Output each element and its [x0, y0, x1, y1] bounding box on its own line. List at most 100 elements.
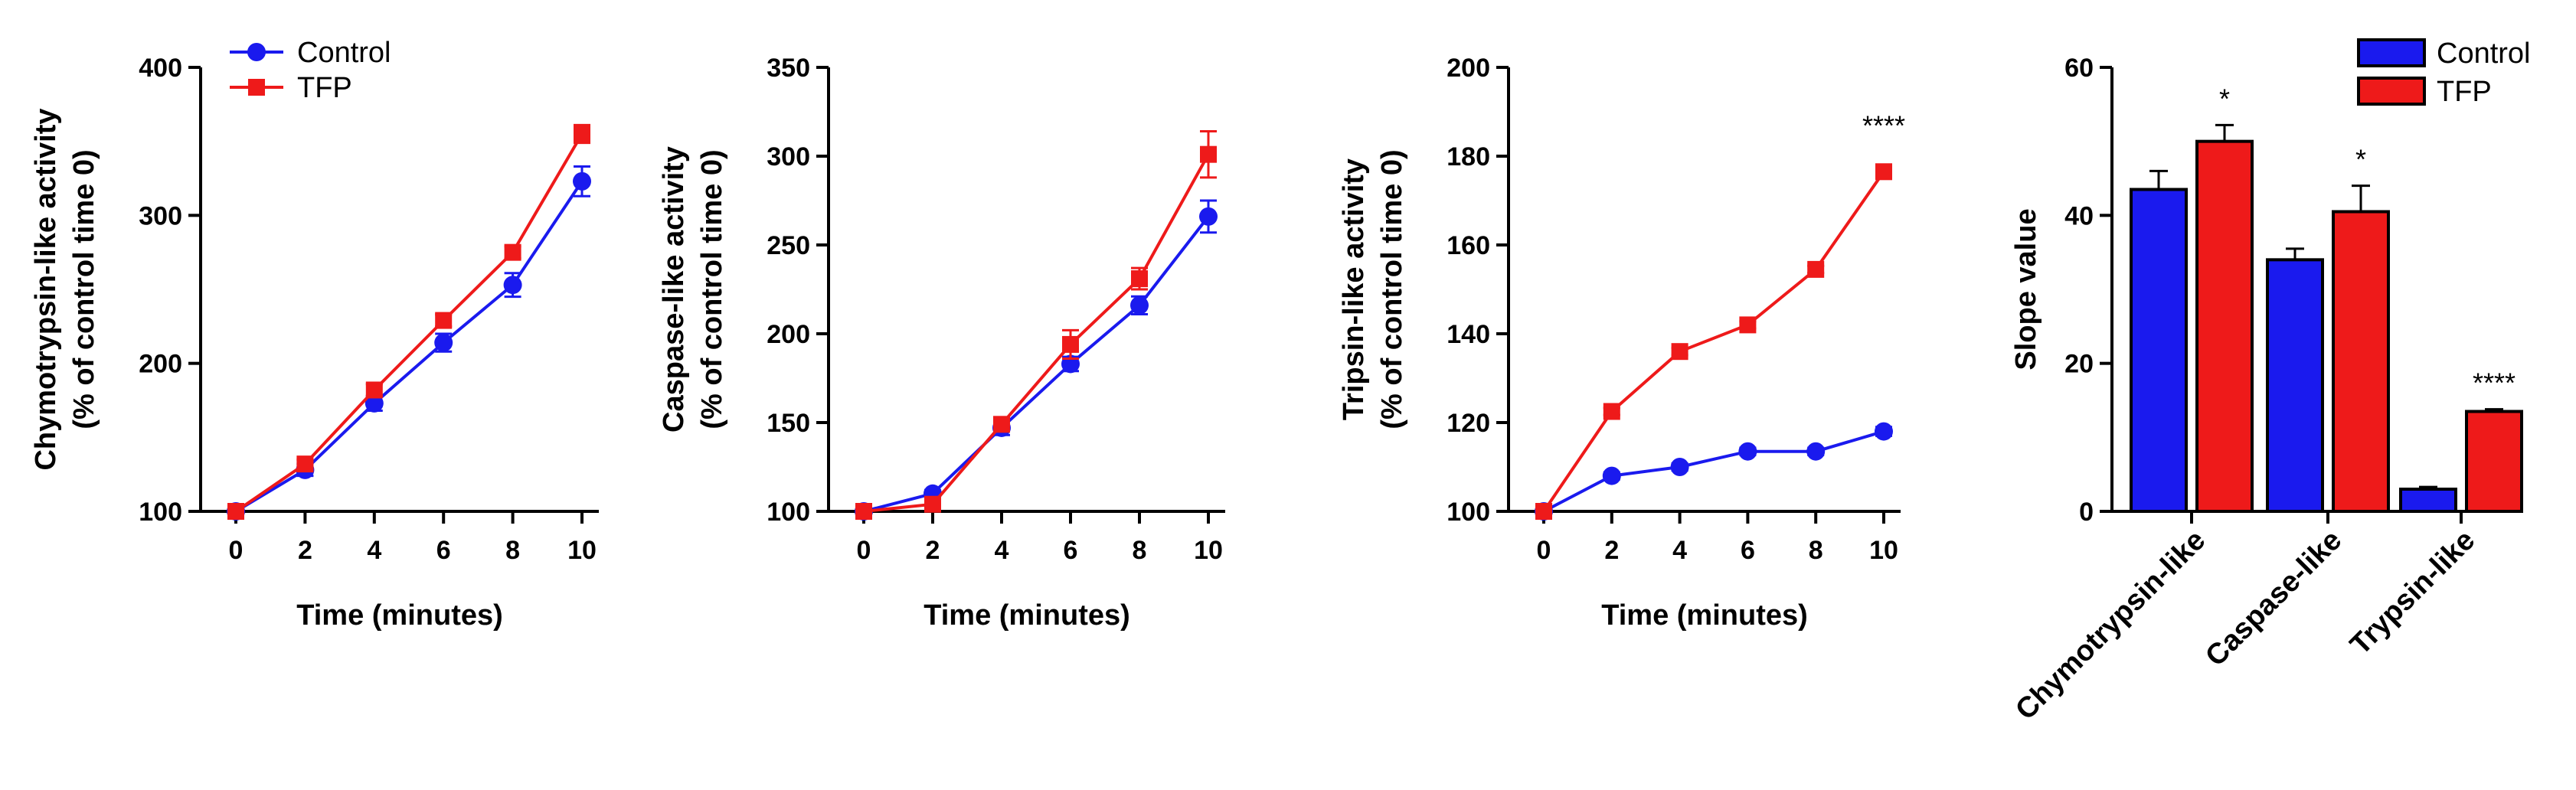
- chymotrypsin-y-tick-label: 200: [139, 350, 182, 379]
- caspase-x-tick-label: 4: [995, 536, 1009, 565]
- tripsin-control-point: [1602, 466, 1621, 485]
- chymotrypsin-control-point: [503, 276, 522, 295]
- slope-significance-label: *: [2355, 144, 2366, 175]
- chymotrypsin-control-point: [573, 171, 591, 191]
- tripsin-x-tick-label: 6: [1741, 536, 1755, 565]
- chymotrypsin-line-chart: 100 200 300 400 0 2 4 6 8 10 Time (minutes) Chymotr…: [30, 37, 599, 632]
- caspase-x-axis-title: Time (minutes): [924, 599, 1130, 632]
- chymotrypsin-tfp-series-line: [234, 132, 584, 513]
- caspase-x-tick-label: 2: [926, 536, 940, 565]
- tripsin-significance-label: ****: [1862, 110, 1905, 142]
- caspase-y-tick-label: 200: [767, 320, 810, 349]
- caspase-tfp-point: [1131, 270, 1148, 288]
- slope-tfp-bar: [2465, 410, 2523, 513]
- chymotrypsin-control-point: [364, 393, 384, 413]
- slope-legend-control-swatch: [2357, 38, 2426, 67]
- chymotrypsin-y-tick-label: 100: [139, 498, 182, 527]
- tripsin-y-tick-label: 180: [1447, 142, 1490, 171]
- caspase-tfp-point: [1062, 335, 1079, 353]
- tripsin-y-tick-label: 140: [1447, 320, 1490, 349]
- tripsin-control-point: [1875, 422, 1893, 441]
- slope-category-label: Chymotrypsin-like: [2009, 524, 2212, 726]
- chymotrypsin-tfp-point: [504, 243, 521, 261]
- chymotrypsin-legend-control-marker: [247, 43, 266, 61]
- caspase-x-tick-label: 10: [1194, 536, 1223, 565]
- caspase-x-tick-label: 0: [857, 536, 871, 565]
- chymotrypsin-legend-control-label: Control: [297, 37, 391, 69]
- caspase-tfp-point: [855, 503, 872, 520]
- chymotrypsin-control-point: [434, 333, 453, 352]
- chymotrypsin-tfp-point: [435, 312, 453, 329]
- chymotrypsin-x-axis-title: Time (minutes): [296, 599, 503, 632]
- caspase-control-point: [1130, 295, 1149, 315]
- chymotrypsin-y-tick-label: 400: [139, 54, 182, 83]
- chymotrypsin-x-tick-label: 4: [367, 536, 381, 565]
- chymotrypsin-y-axis-title: Chymotrypsin-like activity: [30, 108, 62, 470]
- caspase-x-tick-label: 8: [1133, 536, 1147, 565]
- chymotrypsin-x-tick-label: 10: [567, 536, 597, 565]
- tripsin-y-tick-label: 100: [1447, 498, 1490, 527]
- slope-legend-control-label: Control: [2437, 38, 2531, 70]
- slope-y-tick-label: 60: [2064, 54, 2094, 83]
- caspase-tfp-point: [993, 416, 1010, 433]
- caspase-x-tick-label: 6: [1064, 536, 1078, 565]
- caspase-y-tick-label: 300: [767, 142, 810, 171]
- caspase-line-chart: 100 150 200 250 300 350 0 2 4 6 8 10 Time (minutes) C…: [658, 54, 1225, 632]
- tripsin-y-tick-label: 160: [1447, 231, 1490, 260]
- tripsin-x-tick-label: 0: [1537, 536, 1551, 565]
- tripsin-control-point: [1738, 442, 1757, 461]
- slope-tfp-bar: [2332, 210, 2390, 513]
- tripsin-y-tick-label: 200: [1447, 54, 1490, 83]
- caspase-y-axis-title: Caspase-like activity: [658, 146, 690, 433]
- tripsin-x-axis-title: Time (minutes): [1601, 599, 1808, 632]
- caspase-tfp-point: [1200, 145, 1217, 163]
- slope-significance-label: ****: [2473, 367, 2516, 399]
- chymotrypsin-legend-tfp-marker: [248, 79, 265, 96]
- caspase-control-point: [1199, 207, 1218, 226]
- chymotrypsin-control-series-line: [234, 180, 584, 513]
- tripsin-line-chart: 100 120 140 160 180 200 0 2 4 6 8 10 Time (minutes) T…: [1338, 54, 1905, 632]
- caspase-control-series-line: [863, 215, 1210, 513]
- tripsin-tfp-point: [1739, 316, 1757, 334]
- tripsin-tfp-point: [1807, 260, 1825, 278]
- slope-bar-chart: 0 20 40 60 Slope value Chymotrypsin-like * Casp…: [2009, 38, 2530, 726]
- slope-y-tick-label: 0: [2079, 498, 2094, 527]
- tripsin-tfp-point: [1603, 403, 1620, 420]
- tripsin-x-tick-label: 4: [1672, 536, 1687, 565]
- tripsin-control-point: [1670, 458, 1689, 476]
- tripsin-tfp-series-line: [1542, 171, 1885, 513]
- slope-y-tick-label: 20: [2064, 350, 2094, 379]
- tripsin-tfp-point: [1535, 503, 1552, 520]
- chymotrypsin-y-tick-label: 300: [139, 201, 182, 230]
- chymotrypsin-x-tick-label: 0: [229, 536, 244, 565]
- slope-legend-tfp-label: TFP: [2437, 76, 2492, 108]
- chymotrypsin-tfp-point: [365, 381, 383, 399]
- chymotrypsin-x-tick-label: 8: [505, 536, 520, 565]
- tripsin-tfp-point: [1875, 163, 1892, 181]
- slope-control-bar: [2266, 258, 2324, 513]
- caspase-y-tick-label: 250: [767, 231, 810, 260]
- slope-category-label: Trypsin-like: [2344, 524, 2481, 661]
- slope-significance-label: *: [2219, 83, 2230, 114]
- caspase-tfp-series-line: [863, 153, 1210, 513]
- chymotrypsin-tfp-point: [296, 455, 314, 473]
- tripsin-x-tick-label: 8: [1809, 536, 1823, 565]
- slope-y-axis-title: Slope value: [2010, 208, 2042, 370]
- slope-control-bar: [2399, 488, 2457, 513]
- chymotrypsin-x-tick-label: 6: [436, 536, 451, 565]
- chymotrypsin-x-tick-label: 2: [298, 536, 312, 565]
- chymotrypsin-legend-tfp-label: TFP: [297, 72, 352, 104]
- tripsin-y-axis-title: Tripsin-like activity: [1338, 158, 1370, 420]
- caspase-tfp-point: [924, 495, 941, 513]
- tripsin-x-tick-label: 10: [1869, 536, 1898, 565]
- slope-control-bar: [2130, 188, 2188, 513]
- slope-category-label: Caspase-like: [2199, 524, 2348, 673]
- tripsin-control-point: [1806, 442, 1826, 461]
- chymotrypsin-y-axis-subtitle: (% of control time 0): [68, 149, 100, 429]
- tripsin-x-tick-label: 2: [1604, 536, 1619, 565]
- caspase-y-tick-label: 150: [767, 409, 810, 438]
- slope-y-tick-label: 40: [2064, 201, 2094, 230]
- tripsin-control-series-line: [1543, 429, 1885, 513]
- caspase-y-tick-label: 100: [767, 498, 810, 527]
